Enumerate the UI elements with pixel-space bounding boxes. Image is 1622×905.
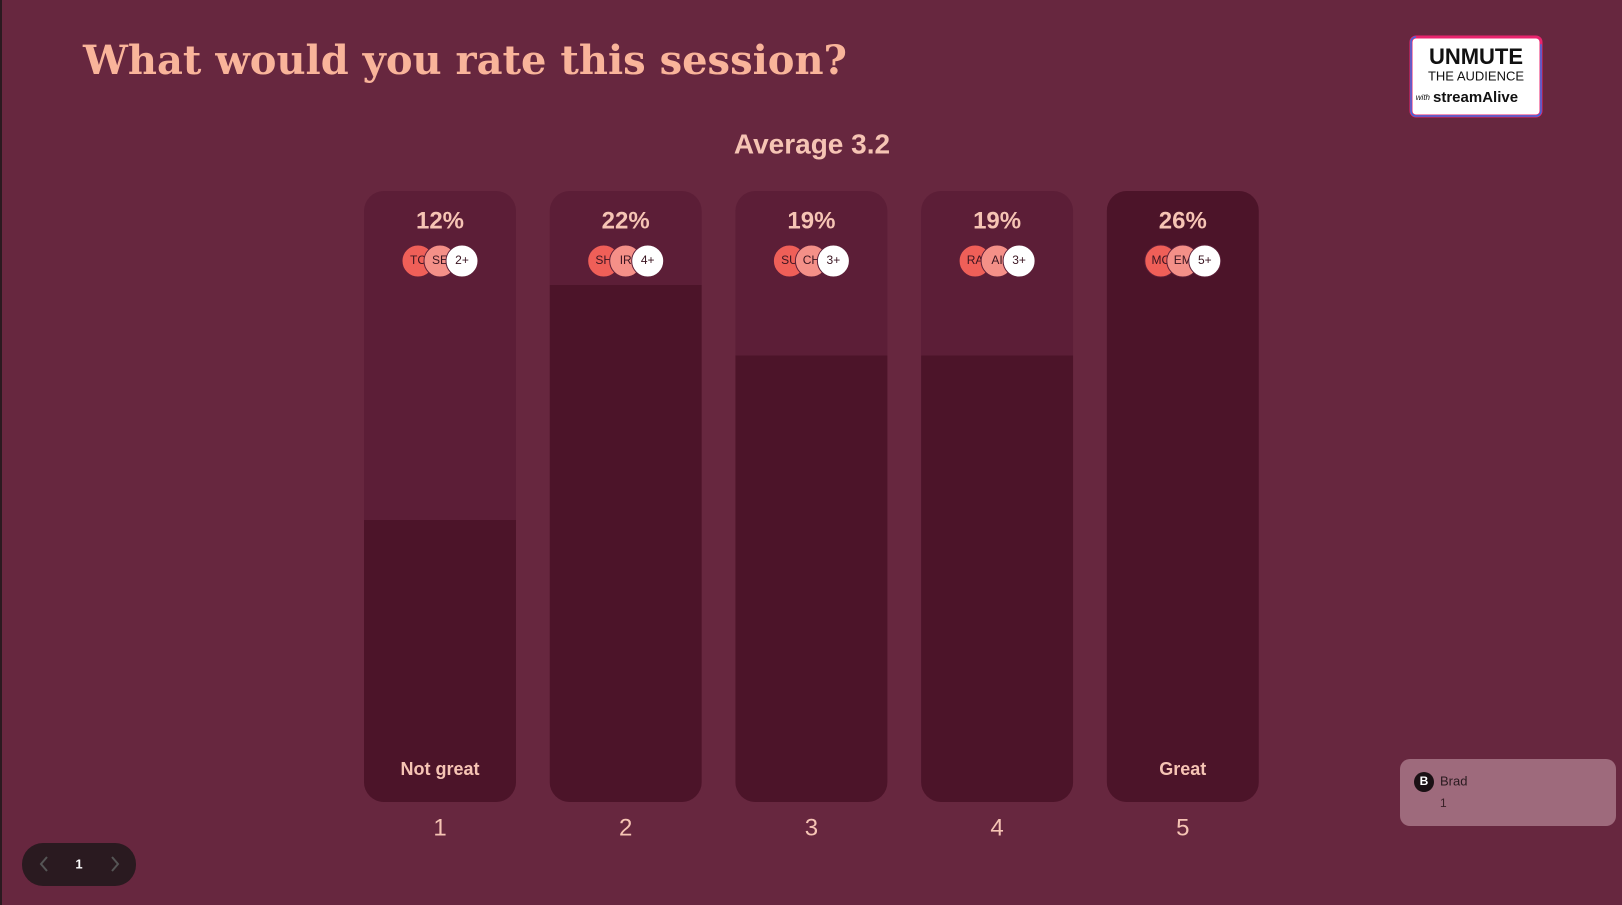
avatar-label: CH [803, 253, 820, 267]
chart-title: Average 3.2 [734, 128, 890, 159]
avatar [1002, 244, 1036, 278]
avatar-label: IR [620, 253, 632, 267]
avatar-label: 4+ [641, 253, 655, 267]
pagination: 1 [22, 843, 136, 886]
title: What would you rate this session? [82, 37, 847, 84]
bar [735, 355, 888, 802]
category-label: 5 [1176, 814, 1189, 841]
value-label: 12% [416, 207, 464, 234]
category-label: 4 [990, 814, 1003, 841]
avatar-label: 3+ [1012, 253, 1026, 267]
value-label: 19% [973, 207, 1021, 234]
comment-name: Brad [1440, 773, 1467, 788]
avatar-label: MC [1151, 253, 1170, 267]
value-label: 22% [602, 207, 650, 234]
bar-label: Great [1159, 759, 1206, 779]
category-label: 1 [433, 814, 446, 841]
pagination-bar [22, 843, 136, 886]
avatar-label: SH [595, 253, 612, 267]
category-label: 2 [619, 814, 632, 841]
avatar [445, 244, 479, 278]
category-label: 3 [805, 814, 818, 841]
comment-card: B Brad 1 [1400, 759, 1616, 826]
value-label: 19% [787, 207, 835, 234]
avatar [1188, 244, 1222, 278]
avatar [816, 244, 850, 278]
bars: 12% TC SE 2+ Not great 1 22% SH IR 4+ 2 19% SU CH 3+ 3 1… [364, 191, 1259, 841]
avatar-label: AI [991, 253, 1002, 267]
bar [364, 520, 516, 802]
avatar [631, 244, 665, 278]
bar [921, 355, 1074, 802]
avatar-label: SU [781, 253, 798, 267]
logo-line: UNMUTE [1429, 44, 1523, 69]
avatar-initial: B [1420, 774, 1429, 788]
prev-button[interactable] [39, 856, 48, 872]
avatar [1414, 772, 1434, 792]
page-number: 1 [75, 856, 82, 871]
avatar-label: RA [967, 253, 984, 267]
avatar-label: EM [1174, 253, 1192, 267]
logo-border [1410, 36, 1542, 117]
avatar-label: 2+ [455, 253, 469, 267]
bar [549, 285, 702, 802]
avatar-label: TC [410, 253, 426, 267]
logo-line: with [1416, 93, 1431, 102]
avatar-label: SE [432, 253, 448, 267]
bar-label: Not great [400, 759, 479, 779]
logo-line: THE AUDIENCE [1428, 68, 1524, 83]
bar [1106, 191, 1259, 802]
next-button[interactable] [111, 856, 120, 872]
card [1400, 759, 1616, 826]
avatar-label: 3+ [827, 253, 841, 267]
comment-text: 1 [1440, 796, 1447, 810]
logo-line: streamAlive [1433, 89, 1518, 106]
value-label: 26% [1159, 207, 1207, 234]
edge [0, 0, 2, 905]
avatar-label: 5+ [1198, 253, 1212, 267]
logo: UNMUTE THE AUDIENCE with streamAlive [1409, 35, 1543, 118]
